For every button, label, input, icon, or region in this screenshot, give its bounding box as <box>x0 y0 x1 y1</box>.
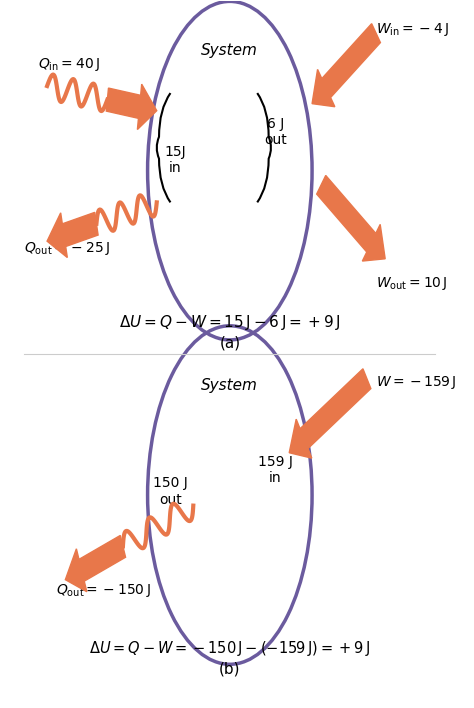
Text: $W_{\mathrm{in}} = -4\,\mathrm{J}$: $W_{\mathrm{in}} = -4\,\mathrm{J}$ <box>376 21 449 38</box>
Text: $\Delta U = Q - W = -150\,\mathrm{J} - (-159\,\mathrm{J}) = +9\,\mathrm{J}$: $\Delta U = Q - W = -150\,\mathrm{J} - (… <box>89 639 370 658</box>
Text: $Q_{\mathrm{out}} = -150\,\mathrm{J}$: $Q_{\mathrm{out}} = -150\,\mathrm{J}$ <box>56 582 151 599</box>
FancyArrow shape <box>47 212 98 258</box>
Text: 159 J
in: 159 J in <box>258 455 293 486</box>
Text: 6 J
out: 6 J out <box>264 117 287 147</box>
FancyArrow shape <box>317 176 385 261</box>
Text: System: System <box>201 378 258 393</box>
Text: $W_{\mathrm{out}} = 10\,\mathrm{J}$: $W_{\mathrm{out}} = 10\,\mathrm{J}$ <box>376 275 447 292</box>
FancyArrow shape <box>312 23 381 107</box>
FancyArrow shape <box>106 84 157 130</box>
Text: $W = -159\,\mathrm{J}$: $W = -159\,\mathrm{J}$ <box>376 374 456 391</box>
FancyArrow shape <box>65 535 126 592</box>
Text: 150 J
out: 150 J out <box>153 476 188 507</box>
Text: 15J
in: 15J in <box>164 145 186 175</box>
Text: $Q_{\mathrm{in}} = 40\,\mathrm{J}$: $Q_{\mathrm{in}} = 40\,\mathrm{J}$ <box>38 57 100 74</box>
Text: (b): (b) <box>219 662 241 677</box>
Text: $Q_{\mathrm{out}} = -25\,\mathrm{J}$: $Q_{\mathrm{out}} = -25\,\mathrm{J}$ <box>24 240 110 257</box>
FancyArrow shape <box>289 369 371 458</box>
Text: $\Delta U = Q - W = 15\,\mathrm{J} - 6\,\mathrm{J} = +9\,\mathrm{J}$: $\Delta U = Q - W = 15\,\mathrm{J} - 6\,… <box>119 313 340 332</box>
Text: System: System <box>201 43 258 58</box>
Text: (a): (a) <box>219 336 240 351</box>
